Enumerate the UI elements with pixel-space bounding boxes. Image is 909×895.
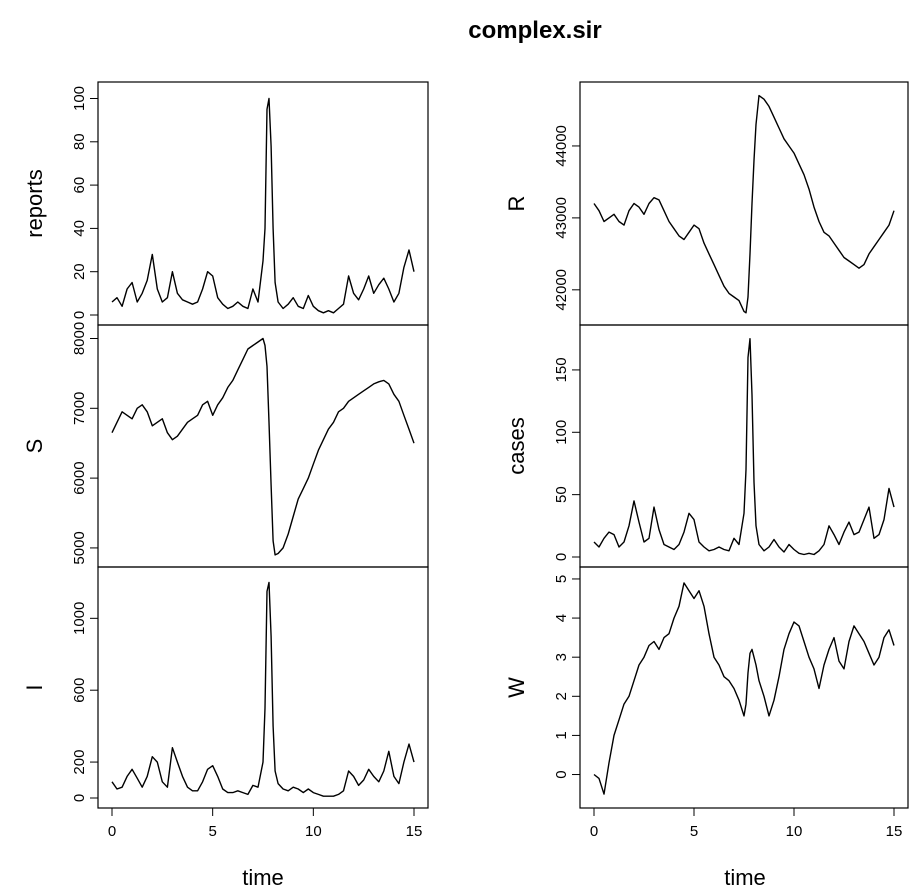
x-tick-label: 15 xyxy=(406,823,423,840)
panel-frame xyxy=(579,324,909,568)
panel-cases: 0 50 100 150 cases xyxy=(504,324,909,568)
y-tick-label: 7000 xyxy=(71,392,88,425)
y-axis-label: cases xyxy=(504,417,529,474)
y-tick-label: 40 xyxy=(71,220,88,237)
y-axis-label: W xyxy=(504,677,529,698)
series-line-reports xyxy=(111,97,415,314)
x-axis-label-right: time xyxy=(724,865,766,890)
y-tick-label: 1000 xyxy=(71,602,88,635)
y-axis-label: reports xyxy=(22,169,47,237)
y-tick-label: 150 xyxy=(553,357,570,382)
y-axis-label: S xyxy=(22,439,47,454)
panel-W: 0 1 2 3 4 5 W 0 5 10 15 xyxy=(504,566,909,840)
series-line-W xyxy=(593,582,895,795)
y-tick-label: 20 xyxy=(71,263,88,280)
y-tick-label: 50 xyxy=(553,486,570,503)
series-line-S xyxy=(111,337,415,556)
y-tick-label: 0 xyxy=(71,311,88,319)
y-tick-label: 100 xyxy=(553,420,570,445)
panel-frame xyxy=(97,324,429,568)
x-tick-label: 5 xyxy=(690,823,698,840)
y-tick-label: 0 xyxy=(553,553,570,561)
x-tick-label: 10 xyxy=(305,823,322,840)
panel-frame xyxy=(579,81,909,326)
y-tick-label: 6000 xyxy=(71,461,88,494)
panel-frame xyxy=(97,566,429,809)
y-tick-label: 43000 xyxy=(553,197,570,239)
panels: 020406080100reports5000600070008000S0200… xyxy=(22,81,909,840)
x-tick-label: 0 xyxy=(108,823,116,840)
y-tick-label: 5000 xyxy=(71,531,88,564)
x-tick-label: 10 xyxy=(786,823,803,840)
panel-R: 42000 43000 44000 R xyxy=(504,81,909,326)
panel-S: 5000 6000 7000 8000 S xyxy=(22,322,429,568)
y-tick-label: 4 xyxy=(553,614,570,622)
series-line-cases xyxy=(593,338,895,556)
y-tick-label: 3 xyxy=(553,653,570,661)
y-tick-label: 200 xyxy=(71,750,88,775)
y-tick-label: 42000 xyxy=(553,269,570,311)
series-line-R xyxy=(593,94,895,314)
y-tick-label: 0 xyxy=(553,770,570,778)
y-tick-label: 2 xyxy=(553,692,570,700)
y-axis-label: I xyxy=(22,684,47,690)
y-axis-label: R xyxy=(504,196,529,212)
y-tick-label: 80 xyxy=(71,133,88,150)
series-line-I xyxy=(111,581,415,797)
panel-reports: 0 20 40 60 80 100 reports xyxy=(22,81,429,326)
panel-I: 0 200 600 1000 I 0 5 10 15 xyxy=(22,566,429,840)
panel-frame xyxy=(579,566,909,809)
y-tick-label: 60 xyxy=(71,177,88,194)
x-tick-label: 5 xyxy=(208,823,216,840)
x-tick-label: 0 xyxy=(590,823,598,840)
chart-title: complex.sir xyxy=(468,17,601,44)
x-tick-label: 15 xyxy=(886,823,903,840)
panel-frame xyxy=(97,81,429,326)
y-tick-label: 5 xyxy=(553,575,570,583)
y-tick-label: 0 xyxy=(71,794,88,802)
x-axis-label-left: time xyxy=(242,865,284,890)
y-tick-label: 44000 xyxy=(553,125,570,167)
y-tick-label: 8000 xyxy=(71,322,88,355)
y-tick-label: 600 xyxy=(71,678,88,703)
y-tick-label: 1 xyxy=(553,731,570,739)
y-tick-label: 100 xyxy=(71,86,88,111)
